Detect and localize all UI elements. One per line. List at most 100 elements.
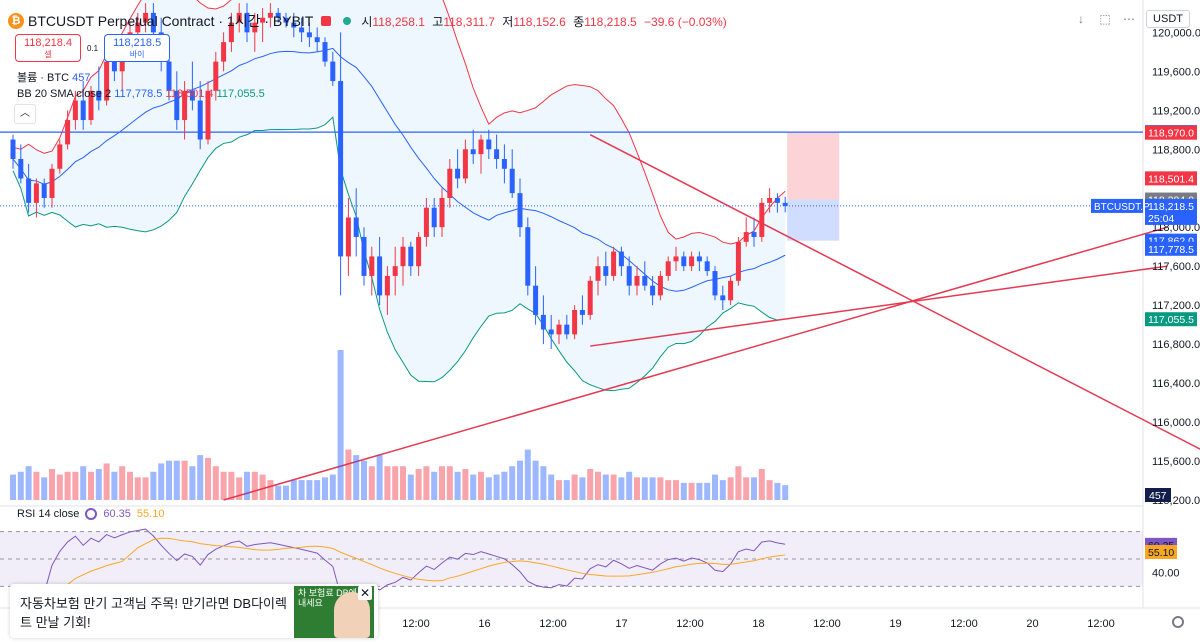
candle-body — [774, 197, 780, 203]
price-badge: 118,970.0 — [1145, 125, 1197, 140]
time-tick-label: 19 — [889, 618, 901, 630]
rsi-line — [20, 528, 786, 598]
candle-body — [275, 12, 281, 18]
candle-body — [80, 100, 86, 121]
volume-legend[interactable]: 볼륨 · BTC 457 — [17, 69, 90, 85]
price-tick-label: 116,800.0 — [1152, 339, 1200, 351]
candle-body — [260, 17, 266, 23]
volume-bar — [579, 477, 586, 500]
volume-bar — [587, 469, 594, 500]
price-badge-bg — [1145, 125, 1197, 140]
trade-panel: 118,218.4 셀 0.1 118,218.5 바이 — [15, 34, 171, 62]
volume-bar — [595, 471, 601, 500]
sell-button[interactable]: 118,218.4 셀 — [15, 34, 81, 62]
volume-bar — [641, 477, 648, 500]
volume-bar — [205, 457, 211, 500]
spread-value: 0.1 — [87, 43, 99, 53]
top-toolbar: ↓ ⬚ ⋯ USDT — [1074, 10, 1190, 28]
ad-text[interactable]: 자동차보험 만기 고객님 주목! 만기라면 DB다이렉트 만날 기회! — [20, 596, 287, 630]
volume-bar — [493, 474, 500, 500]
collapse-legend-button[interactable]: ︿ — [14, 104, 36, 124]
advertisement-banner[interactable]: 자동차보험 만기 고객님 주목! 만기라면 DB다이렉트 만날 기회! 차 보험… — [10, 584, 378, 638]
candle-body — [517, 193, 523, 228]
rsi-ma-line — [20, 537, 786, 598]
volume-bar — [446, 466, 453, 500]
volume-bar — [774, 482, 781, 500]
price-tick-label: 117,200.0 — [1152, 300, 1200, 312]
volume-bar — [158, 463, 165, 500]
volume-bar — [563, 480, 570, 500]
candle-body — [88, 90, 94, 121]
volume-bar — [88, 471, 94, 500]
candle-body — [431, 207, 437, 228]
buy-button[interactable]: 118,218.5 바이 — [104, 34, 171, 62]
more-icon[interactable]: ⋯ — [1123, 12, 1136, 26]
candle-body — [494, 149, 500, 160]
countdown-text: 25:04 — [1148, 213, 1174, 225]
price-badge-text: 117,778.5 — [1148, 244, 1194, 256]
candle-body — [455, 168, 461, 179]
volume-bar — [462, 469, 469, 500]
ohlc-change: −39.6 (−0.03%) — [644, 14, 727, 29]
ohlc-close-label: 종 — [573, 14, 585, 29]
ohlc-high: 118,311.7 — [443, 14, 495, 29]
symbol-title[interactable]: BTCUSDT Perpetual Contract · 1시간 · BYBIT — [28, 13, 314, 29]
expand-icon[interactable]: ⬚ — [1099, 12, 1111, 26]
volume-bar — [10, 474, 16, 500]
price-tick-label: 116,000.0 — [1152, 417, 1200, 429]
settings-icon[interactable] — [1172, 616, 1184, 628]
candle-body — [306, 32, 312, 38]
volume-bar — [259, 474, 266, 500]
volume-bar — [610, 474, 617, 500]
candle-body — [135, 22, 141, 33]
bb-legend[interactable]: BB 20 SMA close 2 117,778.5 118,501.4 11… — [17, 88, 265, 100]
volume-bar — [517, 460, 523, 500]
currency-selector[interactable]: USDT — [1146, 10, 1190, 28]
bollinger-upper-line — [12, 0, 786, 245]
price-tick-label: 116,400.0 — [1152, 378, 1200, 390]
candle-body — [728, 280, 734, 301]
bitcoin-icon: ₿ — [8, 13, 24, 29]
price-badge: 118,501.4 — [1145, 171, 1197, 186]
volume-bar — [415, 469, 422, 500]
time-tick-label: 12:00 — [539, 618, 567, 630]
volume-bar — [400, 466, 406, 500]
time-tick-label: 12:00 — [813, 618, 841, 630]
volume-bar — [618, 477, 625, 500]
volume-bar — [17, 471, 24, 500]
volume-bar — [571, 474, 578, 500]
candle-body — [603, 266, 609, 276]
arrow-down-icon[interactable]: ↓ — [1078, 12, 1085, 26]
volume-bar — [376, 455, 383, 500]
candle-body — [111, 61, 117, 72]
close-icon[interactable]: ✕ — [358, 586, 372, 600]
candle-body — [244, 12, 250, 33]
rsi-legend[interactable]: RSI 14 close 60.35 55.10 — [17, 508, 164, 520]
volume-legend-label: 볼륨 · BTC — [17, 72, 70, 84]
volume-bar — [306, 480, 313, 500]
bb-lower-value: 117,055.5 — [216, 88, 265, 100]
volume-bar — [267, 480, 274, 500]
candle-body — [18, 159, 24, 179]
volume-bar — [103, 463, 110, 500]
ohlc-readout: 시118,258.1 고118,311.7 저118,152.6 종118,21… — [361, 13, 730, 30]
sell-label: 셀 — [44, 49, 52, 59]
volume-bar — [80, 466, 87, 500]
volume-badge: 457 — [1149, 490, 1167, 502]
rsi-value: 60.35 — [103, 508, 131, 520]
price-badge-text: 118,501.4 — [1148, 173, 1194, 185]
volume-bar — [665, 480, 672, 500]
volume-bar — [439, 466, 445, 500]
candle-body — [611, 251, 617, 276]
live-icon — [343, 17, 352, 25]
price-tick-label: 120,000.0 — [1152, 27, 1200, 39]
volume-bar — [704, 482, 711, 500]
volume-bar — [33, 471, 40, 500]
rsi-badge-text: 55.10 — [1148, 547, 1174, 559]
bb-upper-value: 118,501.4 — [165, 88, 214, 100]
volume-bar — [735, 466, 742, 500]
price-tick-label: 118,800.0 — [1152, 144, 1200, 156]
volume-bar — [626, 471, 633, 500]
